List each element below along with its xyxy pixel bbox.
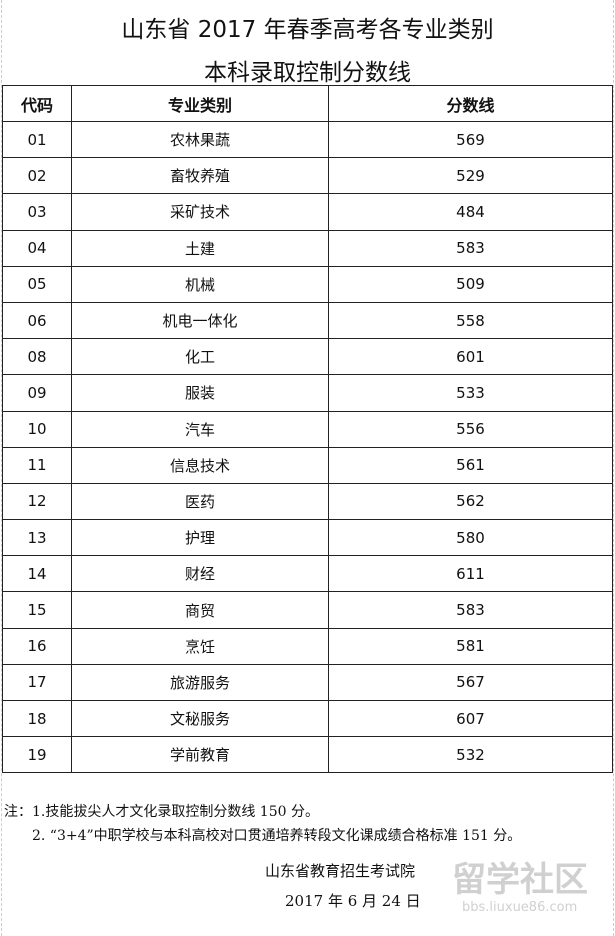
cell-code: 02 bbox=[2, 157, 72, 195]
cell-score: 556 bbox=[328, 410, 613, 448]
cell-code: 03 bbox=[2, 193, 72, 231]
cell-code: 01 bbox=[2, 120, 72, 159]
note-2: 2. “3+4”中职学校与本科高校对口贯通培养转段文化课成绩合格标准 151 分… bbox=[32, 828, 522, 844]
table-row: 06 机电一体化 558 bbox=[2, 301, 613, 340]
table-row: 11 信息技术 561 bbox=[2, 446, 613, 484]
cell-score: 567 bbox=[328, 663, 613, 702]
cell-category: 服装 bbox=[71, 374, 329, 412]
cell-code: 14 bbox=[2, 555, 72, 593]
cell-score: 569 bbox=[328, 120, 613, 159]
table-row: 09 服装 533 bbox=[2, 374, 613, 412]
cell-code: 10 bbox=[2, 410, 72, 448]
cell-category: 土建 bbox=[71, 229, 329, 267]
header-score: 分数线 bbox=[328, 85, 613, 122]
cell-category: 烹饪 bbox=[71, 627, 329, 665]
cell-code: 16 bbox=[2, 627, 72, 665]
cell-category: 汽车 bbox=[71, 410, 329, 448]
page-edge-right bbox=[613, 0, 614, 936]
cell-category: 医药 bbox=[71, 482, 329, 521]
cell-score: 611 bbox=[328, 555, 613, 593]
cell-category: 农林果蔬 bbox=[71, 120, 329, 159]
date: 2017 年 6 月 24 日 bbox=[285, 892, 421, 910]
cell-category: 机电一体化 bbox=[71, 301, 329, 340]
cell-score: 529 bbox=[328, 157, 613, 195]
table-row: 05 机械 509 bbox=[2, 265, 613, 303]
cell-score: 581 bbox=[328, 627, 613, 665]
table-row: 01 农林果蔬 569 bbox=[2, 120, 613, 159]
notes: 注：1.技能拔尖人才文化录取控制分数线 150 分。 2. “3+4”中职学校与… bbox=[4, 800, 521, 848]
watermark-logo: 留学社区 bbox=[452, 860, 588, 900]
table-row: 03 采矿技术 484 bbox=[2, 193, 613, 231]
table-row: 19 学前教育 532 bbox=[2, 736, 613, 774]
title-line-1: 山东省 2017 年春季高考各专业类别 bbox=[121, 17, 494, 43]
cell-category: 采矿技术 bbox=[71, 193, 329, 231]
signature: 山东省教育招生考试院 bbox=[265, 862, 416, 880]
cell-score: 484 bbox=[328, 193, 613, 231]
page-edge-left bbox=[1, 0, 2, 936]
cell-score: 562 bbox=[328, 482, 613, 521]
cell-score: 580 bbox=[328, 519, 613, 557]
cell-score: 607 bbox=[328, 699, 613, 738]
cell-category: 机械 bbox=[71, 265, 329, 303]
table-row: 04 土建 583 bbox=[2, 229, 613, 267]
cell-code: 06 bbox=[2, 301, 72, 340]
score-table: 代码 专业类别 分数线 01 农林果蔬 569 02 畜牧养殖 529 03 采矿技术 484 0… bbox=[2, 85, 613, 774]
cell-score: 561 bbox=[328, 446, 613, 484]
header-category: 专业类别 bbox=[71, 85, 329, 122]
cell-code: 11 bbox=[2, 446, 72, 484]
cell-code: 18 bbox=[2, 699, 72, 738]
cell-category: 文秘服务 bbox=[71, 699, 329, 738]
cell-category: 畜牧养殖 bbox=[71, 157, 329, 195]
cell-code: 15 bbox=[2, 591, 72, 629]
cell-code: 12 bbox=[2, 482, 72, 521]
cell-code: 04 bbox=[2, 229, 72, 267]
table-row: 16 烹饪 581 bbox=[2, 627, 613, 665]
cell-score: 601 bbox=[328, 338, 613, 376]
watermark-url: bbs.liuxue86.com bbox=[462, 900, 578, 915]
cell-score: 532 bbox=[328, 736, 613, 774]
table-header-row: 代码 专业类别 分数线 bbox=[2, 85, 613, 122]
cell-category: 化工 bbox=[71, 338, 329, 376]
cell-score: 583 bbox=[328, 591, 613, 629]
table-row: 18 文秘服务 607 bbox=[2, 699, 613, 738]
cell-code: 19 bbox=[2, 736, 72, 774]
cell-category: 商贸 bbox=[71, 591, 329, 629]
cell-score: 533 bbox=[328, 374, 613, 412]
table-row: 08 化工 601 bbox=[2, 338, 613, 376]
cell-category: 信息技术 bbox=[71, 446, 329, 484]
table-row: 13 护理 580 bbox=[2, 519, 613, 557]
header-code: 代码 bbox=[2, 85, 72, 122]
table-row: 17 旅游服务 567 bbox=[2, 663, 613, 702]
table-row: 12 医药 562 bbox=[2, 482, 613, 521]
cell-score: 583 bbox=[328, 229, 613, 267]
cell-category: 财经 bbox=[71, 555, 329, 593]
cell-code: 17 bbox=[2, 663, 72, 702]
cell-code: 13 bbox=[2, 519, 72, 557]
cell-code: 08 bbox=[2, 338, 72, 376]
note-1: 注：1.技能拔尖人才文化录取控制分数线 150 分。 bbox=[4, 804, 319, 820]
table-row: 15 商贸 583 bbox=[2, 591, 613, 629]
table-row: 10 汽车 556 bbox=[2, 410, 613, 448]
cell-category: 旅游服务 bbox=[71, 663, 329, 702]
cell-score: 509 bbox=[328, 265, 613, 303]
title-line-2: 本科录取控制分数线 bbox=[204, 60, 411, 86]
cell-score: 558 bbox=[328, 301, 613, 340]
cell-code: 09 bbox=[2, 374, 72, 412]
cell-category: 护理 bbox=[71, 519, 329, 557]
table-row: 14 财经 611 bbox=[2, 555, 613, 593]
cell-category: 学前教育 bbox=[71, 736, 329, 774]
table-row: 02 畜牧养殖 529 bbox=[2, 157, 613, 195]
cell-code: 05 bbox=[2, 265, 72, 303]
